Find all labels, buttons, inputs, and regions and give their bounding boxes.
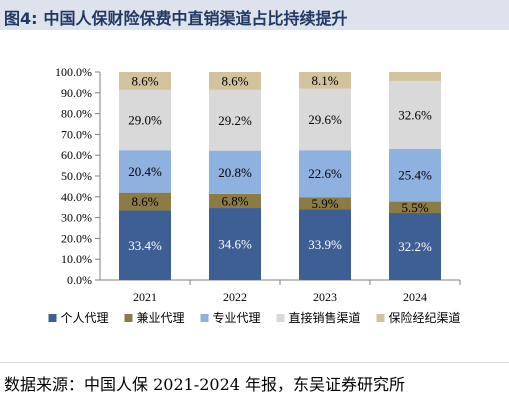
bar-segment (119, 192, 171, 211)
legend-swatch (124, 314, 133, 322)
x-tick-label: 2024 (403, 290, 427, 304)
y-tick-label: 40.0% (61, 190, 92, 204)
data-label: 32.2% (398, 239, 432, 254)
y-tick-label: 60.0% (61, 148, 92, 162)
stacked-bar-chart: 0.0% 10.0% 20.0% 30.0% 40.0% 50.0% 60.0% 70.0% 8… (48, 65, 461, 325)
figure-title-bar: 图4: 中国人保财险保费中直销渠道占比持续提升 (0, 0, 509, 30)
figure-title-text: 中国人保财险保费中直销渠道占比持续提升 (43, 9, 348, 28)
x-tick-label: 2021 (133, 290, 157, 304)
bar-segment (119, 210, 171, 280)
data-label: 5.9% (311, 196, 338, 211)
figure-label: 图4: (4, 9, 38, 28)
y-tick-label: 80.0% (61, 107, 92, 121)
legend-swatch (48, 314, 57, 322)
bar-segment (209, 150, 261, 194)
legend-swatch (376, 314, 385, 322)
source-divider (0, 362, 509, 363)
legend: 个人代理 兼业代理 专业代理 直接销售渠道 保险经纪渠道 (48, 310, 461, 325)
data-label: 6.8% (221, 193, 248, 208)
data-label: 33.4% (128, 238, 162, 253)
bar-segment (209, 193, 261, 209)
legend-label: 保险经纪渠道 (389, 310, 461, 325)
bar-segment (389, 80, 441, 149)
legend-swatch (200, 314, 209, 322)
bar-segment (389, 72, 441, 81)
bar-segment (389, 213, 441, 280)
bar-segment (299, 197, 351, 210)
y-tick-label: 70.0% (61, 127, 92, 141)
bar-segment (209, 72, 261, 90)
data-label: 25.4% (398, 168, 432, 183)
x-tick-label: 2023 (313, 290, 337, 304)
y-tick-label: 100.0% (55, 65, 92, 79)
data-label: 20.4% (128, 164, 162, 179)
legend-label: 专业代理 (213, 310, 261, 325)
bar-segment (389, 201, 441, 214)
data-label: 29.6% (308, 112, 342, 127)
data-label: 8.6% (221, 73, 248, 88)
bar-segment (119, 72, 171, 90)
bar-segment (299, 209, 351, 280)
bar-segment (299, 150, 351, 198)
bar-layer (119, 72, 441, 280)
data-label: 33.9% (308, 237, 342, 252)
data-source: 数据来源：中国人保 2021-2024 年报，东吴证券研究所 (4, 375, 406, 394)
bar-segment (119, 89, 171, 151)
bar-segment (389, 148, 441, 202)
y-tick-label: 10.0% (61, 252, 92, 266)
legend-label: 直接销售渠道 (289, 310, 361, 325)
data-label-layer: 33.4% 8.6% 20.4% 29.0% 8.6% 34.6% 6.8% 20.8% 29.… (128, 73, 432, 254)
y-tick-label: 50.0% (61, 169, 92, 183)
bar-segment (299, 88, 351, 151)
data-label: 8.1% (311, 73, 338, 88)
data-label: 8.6% (131, 194, 158, 209)
bar-segment (209, 208, 261, 280)
data-label: 5.5% (401, 200, 428, 215)
data-label: 22.6% (308, 166, 342, 181)
y-tick-label: 0.0% (67, 273, 92, 287)
y-tick-label: 20.0% (61, 231, 92, 245)
data-label: 29.0% (128, 113, 162, 128)
bar-segment (119, 150, 171, 193)
data-label: 32.6% (398, 107, 432, 122)
data-label: 34.6% (218, 237, 252, 252)
y-tick-label: 90.0% (61, 86, 92, 100)
figure-title: 图4: 中国人保财险保费中直销渠道占比持续提升 (4, 5, 348, 29)
y-tick-label: 30.0% (61, 211, 92, 225)
legend-label: 兼业代理 (137, 311, 185, 325)
data-label: 20.8% (218, 165, 252, 180)
bar-segment (209, 89, 261, 151)
x-tick-label: 2022 (223, 290, 247, 304)
legend-label: 个人代理 (61, 311, 109, 325)
bar-segment (299, 72, 351, 89)
data-label: 8.6% (131, 73, 158, 88)
data-label: 29.2% (218, 113, 252, 128)
legend-swatch (276, 314, 285, 322)
